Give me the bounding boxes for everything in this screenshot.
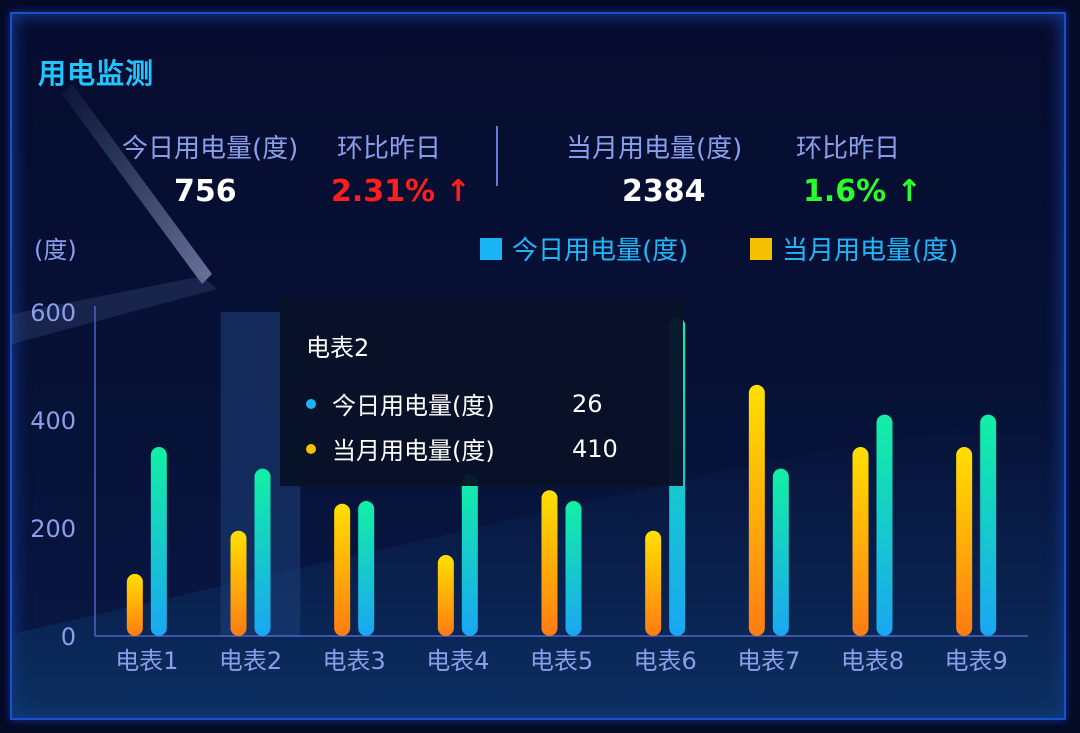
x-tick-label: 电表1 [115, 647, 178, 675]
y-axis-unit: (度) [34, 236, 77, 264]
month-compare-value: 1.6% ↑ [803, 174, 922, 209]
month-usage-label: 当月用电量(度) [566, 134, 743, 164]
bar-today-5 [565, 501, 582, 636]
tooltip-value-today: 26 [572, 389, 603, 418]
bar-month-2 [230, 530, 247, 636]
bar-today-4 [461, 474, 478, 636]
x-tick-label: 电表3 [323, 647, 386, 675]
y-tick-label: 400 [30, 407, 76, 435]
x-tick-label: 电表8 [841, 647, 904, 675]
bar-month-1 [126, 573, 143, 636]
legend-today-label: 今日用电量(度) [512, 236, 689, 266]
bar-today-7 [772, 468, 789, 636]
bar-month-6 [645, 530, 662, 636]
today-usage-value: 756 [174, 174, 237, 209]
legend-month-swatch [750, 237, 772, 260]
chart-tooltip: 电表2 今日用电量(度) 26 当月用电量(度) 410 [280, 298, 683, 486]
bar-month-8 [852, 447, 869, 636]
legend-month[interactable]: 当月用电量(度) [750, 230, 958, 267]
x-tick-label: 电表7 [737, 647, 800, 675]
bar-today-1 [150, 447, 167, 636]
x-tick-label: 电表5 [530, 647, 593, 675]
y-tick-label: 0 [61, 623, 76, 651]
today-usage-label: 今日用电量(度) [122, 134, 299, 164]
tooltip-row-today: 今日用电量(度) 26 [306, 381, 657, 426]
bar-month-5 [541, 490, 558, 636]
stats-divider [496, 126, 498, 186]
tooltip-title: 电表2 [306, 334, 370, 362]
bar-month-9 [956, 447, 973, 636]
month-compare-label: 环比昨日 [796, 134, 901, 164]
y-tick-label: 200 [30, 515, 76, 543]
month-usage-value: 2384 [622, 174, 706, 209]
tooltip-row-month: 当月用电量(度) 410 [306, 426, 657, 471]
bar-today-9 [980, 414, 997, 636]
today-compare-label: 环比昨日 [337, 134, 442, 164]
bar-today-8 [876, 414, 893, 636]
bar-month-3 [334, 503, 351, 636]
legend-today-swatch [480, 237, 502, 260]
today-compare-value: 2.31% ↑ [331, 174, 471, 209]
legend-today[interactable]: 今日用电量(度) [480, 230, 688, 267]
bar-month-4 [437, 555, 454, 636]
panel-title: 用电监测 [38, 57, 155, 90]
legend-month-label: 当月用电量(度) [782, 236, 959, 266]
tooltip-name-month: 当月用电量(度) [332, 437, 495, 465]
x-tick-label: 电表6 [634, 647, 697, 675]
tooltip-value-month: 410 [572, 434, 618, 463]
x-tick-label: 电表9 [945, 647, 1008, 675]
x-tick-label: 电表4 [426, 647, 489, 675]
bar-today-3 [358, 501, 375, 636]
tooltip-dot-month [306, 443, 316, 454]
x-tick-label: 电表2 [219, 647, 282, 675]
tooltip-dot-today [306, 398, 316, 409]
bar-today-2 [254, 468, 271, 636]
y-tick-label: 600 [30, 299, 76, 327]
bar-month-7 [748, 384, 765, 636]
tooltip-name-today: 今日用电量(度) [332, 392, 495, 420]
